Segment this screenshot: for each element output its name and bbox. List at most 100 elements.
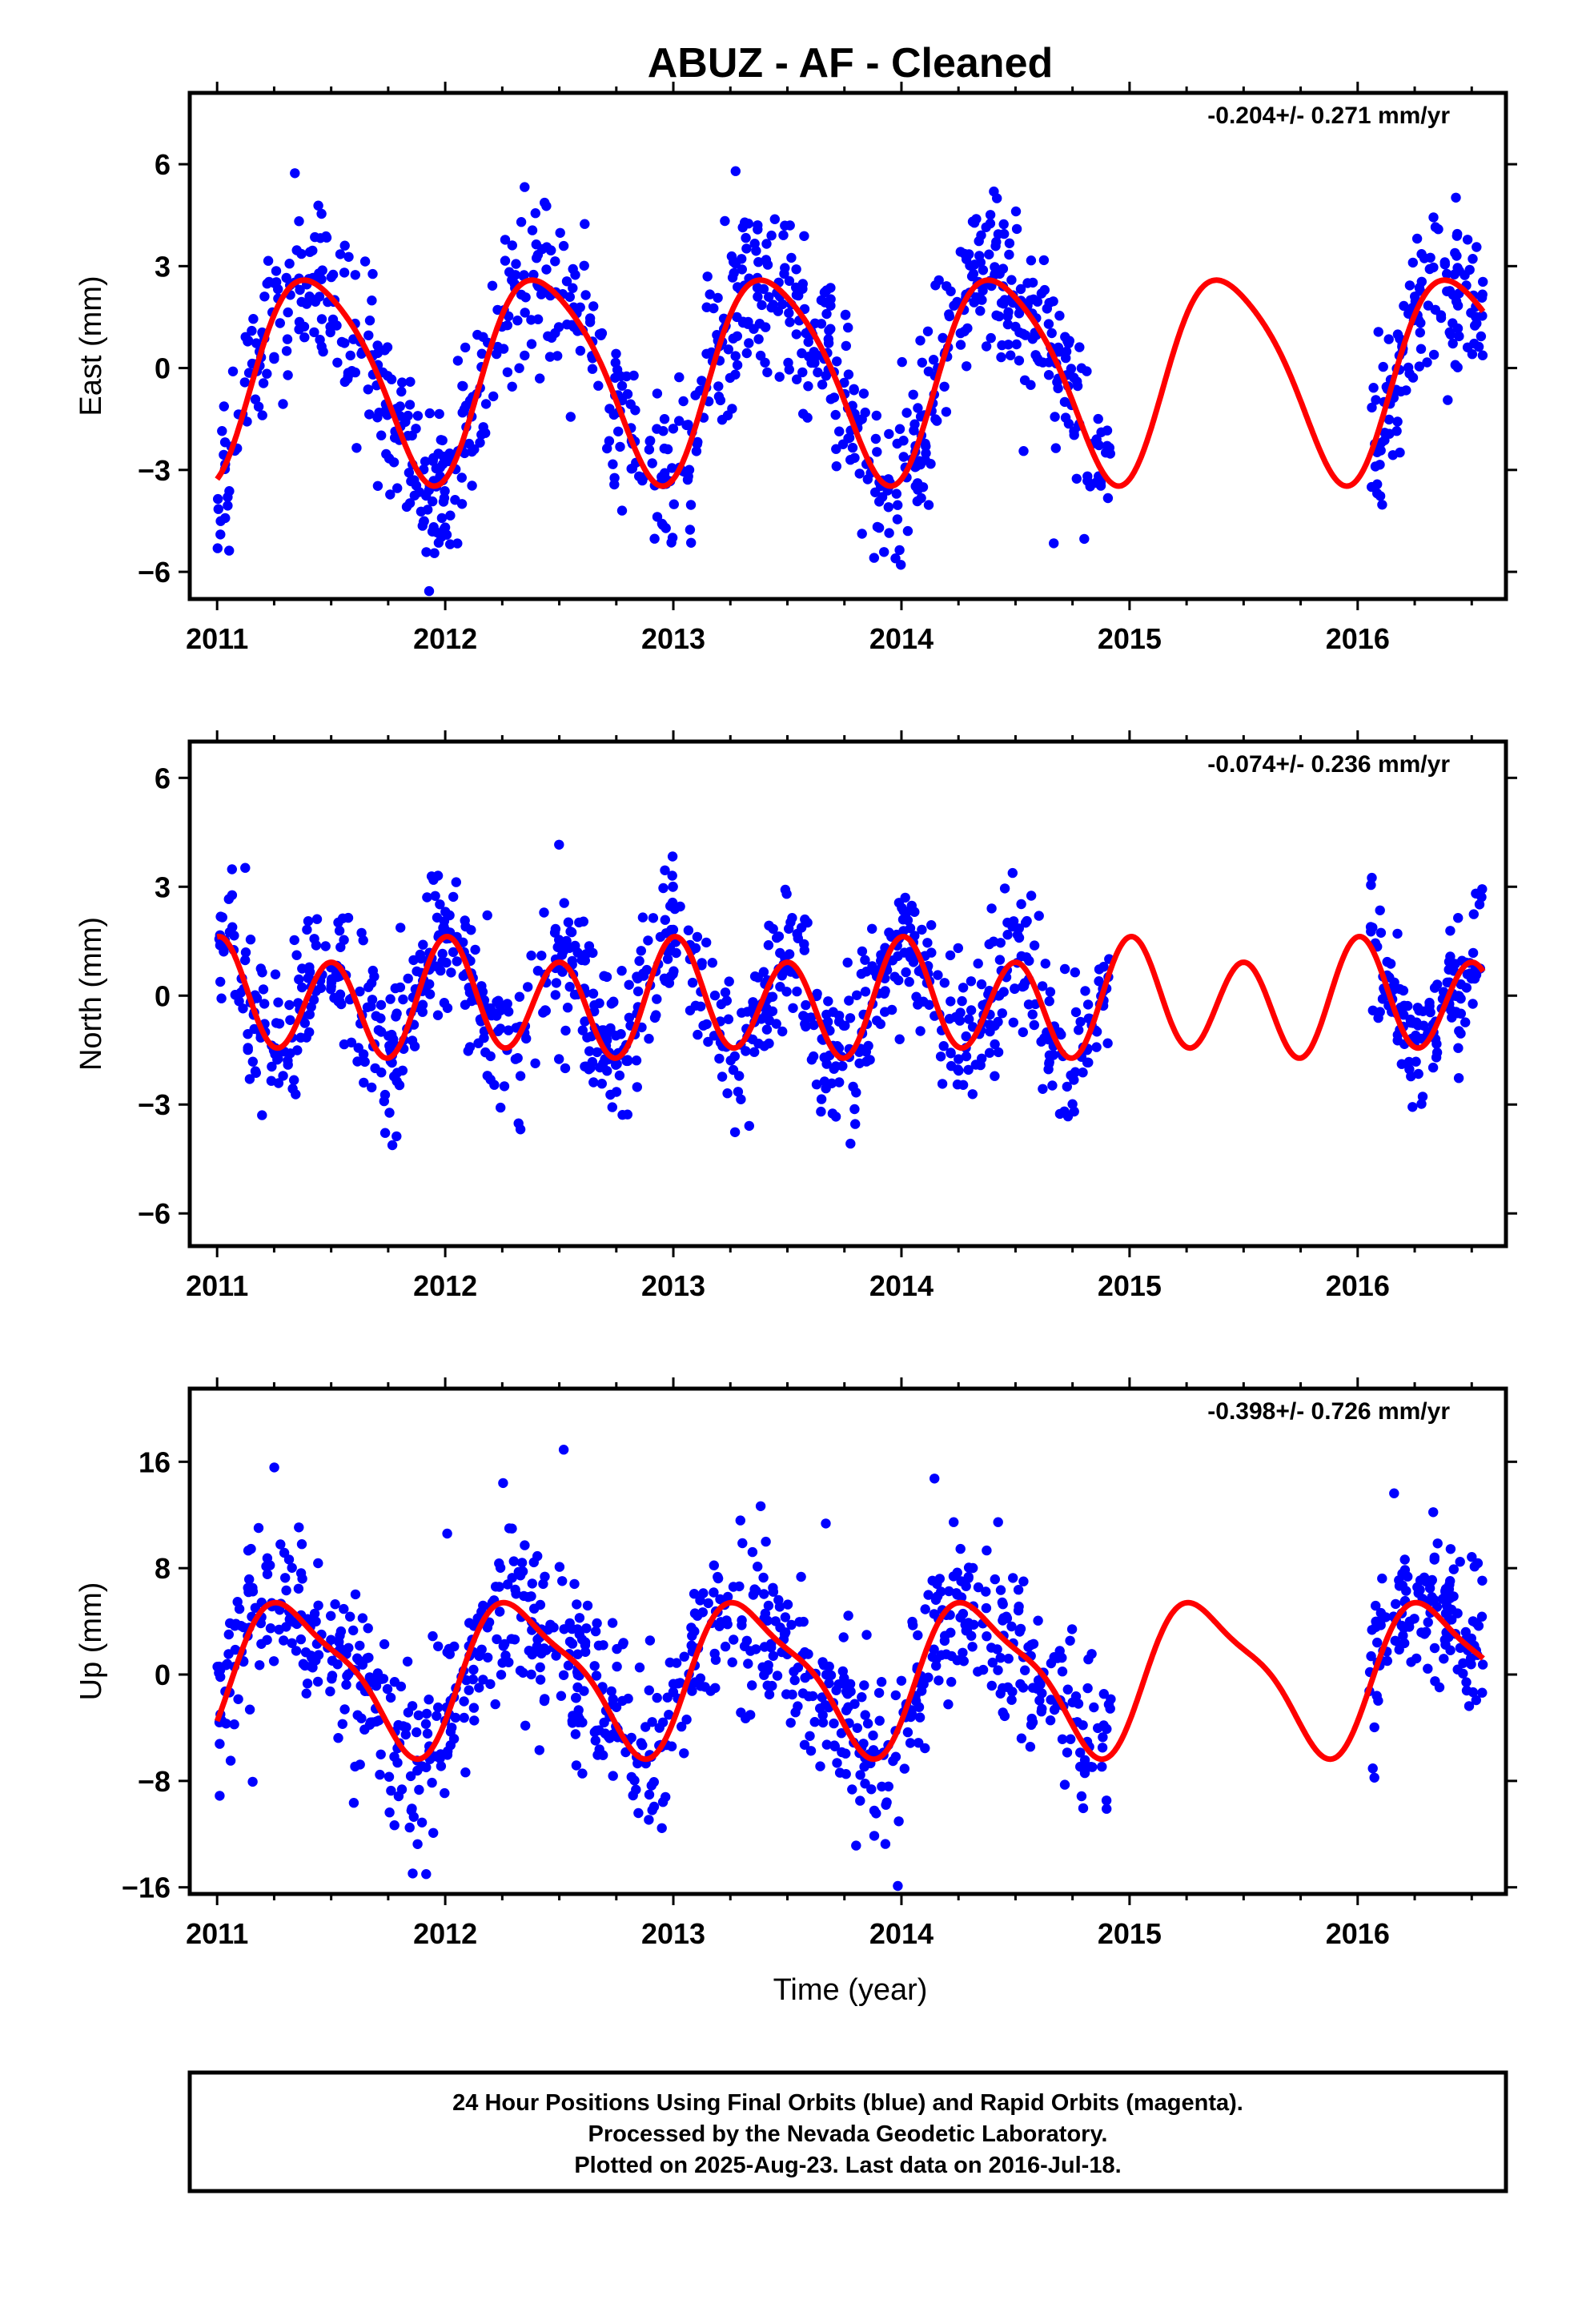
- data-point: [845, 1679, 856, 1689]
- data-point: [880, 986, 890, 996]
- data-point: [714, 1621, 725, 1631]
- x-tick-label: 2015: [1098, 1269, 1162, 1302]
- data-point: [857, 414, 867, 424]
- data-point: [703, 1598, 713, 1609]
- data-point: [251, 338, 262, 348]
- data-point: [474, 1683, 484, 1693]
- x-tick-label: 2016: [1326, 1269, 1390, 1302]
- data-point: [256, 1638, 267, 1649]
- data-point: [917, 357, 928, 368]
- data-point: [944, 309, 954, 320]
- data-point: [219, 401, 229, 412]
- data-point: [806, 1055, 817, 1065]
- data-point: [480, 1047, 491, 1058]
- data-point: [1091, 1042, 1102, 1052]
- data-point: [686, 1622, 697, 1633]
- data-point: [622, 1109, 632, 1120]
- data-point: [540, 1006, 551, 1016]
- data-point: [572, 1599, 582, 1610]
- data-point: [999, 883, 1010, 894]
- data-point: [395, 982, 406, 993]
- data-point: [1456, 1028, 1466, 1039]
- data-point: [741, 1635, 753, 1646]
- data-point: [247, 1056, 258, 1067]
- data-point: [741, 232, 751, 243]
- data-point: [475, 437, 485, 448]
- data-point: [975, 306, 986, 316]
- data-point: [459, 1712, 469, 1723]
- data-point: [466, 925, 476, 935]
- data-point: [439, 922, 449, 932]
- data-point: [520, 1720, 531, 1731]
- data-point: [780, 1612, 791, 1622]
- data-point: [668, 969, 678, 979]
- y-tick-label: −8: [138, 1765, 171, 1798]
- data-point: [406, 1805, 416, 1815]
- data-point: [419, 516, 429, 526]
- data-point: [833, 1679, 844, 1690]
- data-point: [412, 411, 424, 421]
- data-point: [838, 1632, 849, 1642]
- data-point: [1023, 999, 1034, 1010]
- data-point: [990, 1020, 1000, 1031]
- data-point: [768, 1651, 778, 1661]
- data-point: [308, 295, 319, 305]
- data-point: [997, 1008, 1008, 1019]
- data-point: [1062, 1111, 1074, 1122]
- data-point: [290, 168, 300, 179]
- data-point: [713, 381, 724, 392]
- data-point: [243, 336, 253, 347]
- data-point: [1067, 1697, 1078, 1707]
- data-point: [364, 409, 375, 420]
- data-point: [339, 267, 350, 278]
- data-point: [433, 537, 444, 548]
- data-point: [602, 443, 612, 454]
- data-point: [396, 386, 407, 397]
- up-panel: 2011 2012 2013 2014 2015 2016 −16 −8 0 8 16 Up (mm)…: [74, 1377, 1517, 1950]
- data-point: [890, 1751, 901, 1762]
- y-tick-label: 0: [155, 1659, 171, 1691]
- data-point: [829, 1741, 841, 1751]
- data-point: [294, 974, 304, 985]
- data-point: [845, 1013, 856, 1023]
- data-point: [958, 1608, 969, 1619]
- data-point: [516, 217, 527, 227]
- data-point: [1404, 368, 1415, 379]
- data-point: [379, 1128, 391, 1138]
- data-point: [248, 314, 259, 324]
- data-point: [281, 1585, 291, 1596]
- data-point: [1443, 964, 1454, 975]
- data-point: [693, 1029, 703, 1040]
- data-point: [1075, 1016, 1086, 1027]
- data-point: [1420, 1576, 1431, 1587]
- data-point: [416, 506, 427, 517]
- data-point: [235, 987, 246, 998]
- data-point: [543, 331, 553, 341]
- data-point: [363, 1623, 373, 1634]
- data-point: [714, 1053, 725, 1064]
- data-point: [995, 1688, 1006, 1699]
- data-point: [613, 426, 624, 436]
- data-point: [881, 1797, 892, 1807]
- data-point: [444, 448, 455, 459]
- data-point: [797, 367, 808, 378]
- data-point: [1395, 1639, 1405, 1650]
- data-point: [877, 492, 888, 502]
- data-point: [904, 949, 915, 959]
- y-axis-label: East (mm): [74, 275, 108, 416]
- data-point: [1006, 1695, 1017, 1705]
- data-point: [417, 1761, 428, 1771]
- data-point: [930, 1474, 940, 1484]
- data-point: [1432, 979, 1443, 990]
- data-point: [851, 1840, 861, 1851]
- data-point: [668, 424, 679, 434]
- data-point: [265, 1623, 276, 1634]
- data-point: [253, 401, 264, 412]
- data-point: [871, 1808, 881, 1819]
- data-point: [1427, 1062, 1439, 1073]
- data-point: [367, 268, 378, 279]
- data-point: [1367, 402, 1377, 413]
- data-point: [520, 308, 530, 318]
- data-point: [1452, 228, 1463, 239]
- data-point: [357, 1613, 368, 1623]
